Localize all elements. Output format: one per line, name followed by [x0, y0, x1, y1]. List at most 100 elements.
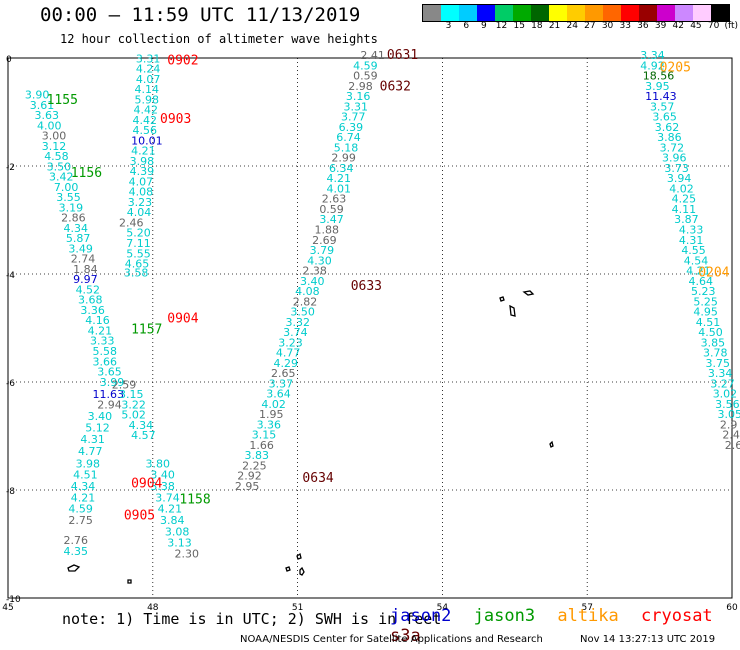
wave-height-value: 5.12 [85, 422, 110, 435]
x-tick-label: 51 [292, 603, 303, 613]
color-scale-label: 42 [672, 21, 684, 31]
wave-height-value: 3.64 [266, 388, 291, 401]
wave-height-value: 3.66 [92, 355, 117, 368]
wave-height-value: 4.11 [672, 203, 697, 216]
wave-height-value: 4.25 [672, 193, 697, 206]
wave-height-value: 3.40 [300, 275, 325, 288]
track-label: 1158 [179, 493, 210, 508]
wave-height-value: 3.87 [674, 213, 699, 226]
wave-height-value: 4.31 [679, 234, 704, 247]
wave-height-value: 3.99 [100, 376, 125, 389]
wave-height-value: 3.16 [346, 90, 371, 103]
wave-height-value: 2.41 [360, 49, 385, 62]
wave-height-value: 3.40 [150, 469, 175, 482]
wave-height-value: 6.74 [336, 131, 361, 144]
wave-height-value: 3.80 [146, 457, 171, 470]
wave-height-value: 4.42 [133, 114, 158, 127]
track-label: 0633 [351, 279, 382, 294]
wave-height-value: 11.43 [645, 90, 677, 103]
footer-note: note: 1) Time is in UTC; 2) SWH is in fe… [62, 610, 442, 628]
wave-height-value: 4.54 [684, 254, 709, 267]
wave-height-value: 4.21 [71, 491, 96, 504]
wave-height-value: 3.19 [59, 201, 84, 214]
color-scale-labels: 3 6 9 12 15 18 21 24 27 30 33 36 39 42 45 70 (ft) [422, 21, 740, 31]
color-scale-label: 70 [707, 21, 720, 31]
island-comoros-1 [296, 552, 302, 560]
island-small-a [127, 579, 132, 584]
wave-height-value: 3.12 [42, 140, 67, 153]
wave-height-value: 3.49 [68, 242, 93, 255]
wave-height-value: 2.75 [68, 514, 93, 527]
track-label: 1156 [71, 166, 102, 181]
legend-cryosat: cryosat [641, 606, 713, 626]
island-reef [549, 440, 554, 448]
color-scale-label: 6 [463, 21, 470, 31]
wave-height-value: 3.37 [269, 377, 294, 390]
wave-height-value: 2.95 [235, 480, 260, 493]
wave-height-value: 3.61 [30, 99, 55, 112]
wave-height-value: 4.04 [127, 206, 151, 219]
wave-height-value: 2.92 [237, 470, 262, 483]
island-comoros-2 [285, 566, 291, 572]
wave-height-value: 4.55 [681, 244, 706, 257]
wave-height-value: 3.65 [97, 366, 122, 379]
color-swatch [675, 5, 693, 21]
wave-height-value: 3.75 [705, 357, 730, 370]
color-swatch [477, 5, 495, 21]
track-label: 1157 [131, 322, 162, 337]
track-label: 0905 [124, 509, 155, 524]
wave-height-value: 5.98 [134, 93, 159, 106]
wave-height-value: 3.42 [49, 171, 74, 184]
wave-height-value: 4.31 [80, 433, 105, 446]
wave-height-value: 2.46 [119, 216, 144, 229]
y-tick-label: -6 [6, 379, 15, 389]
page-subtitle: 12 hour collection of altimeter wave hei… [60, 32, 378, 46]
x-tick-label: 54 [437, 603, 449, 613]
wave-height-value: 3.73 [664, 162, 689, 175]
legend-jason2: jason2 [390, 606, 452, 626]
wave-height-value: 2.74 [71, 253, 96, 266]
color-scale-unit: (ft) [724, 21, 739, 31]
color-scale-label: 12 [495, 21, 508, 31]
wave-height-value: 3.22 [121, 398, 146, 411]
wave-height-value: 9.97 [73, 273, 98, 286]
wave-height-value: 3.90 [25, 89, 50, 102]
color-swatch [513, 5, 531, 21]
wave-height-value: 4.57 [131, 429, 156, 442]
wave-height-value: 4.77 [276, 347, 301, 360]
track-labels: 0902 0903 1155 1156 0904 1157 0904 1158 0905 0631… [47, 48, 730, 524]
wave-height-value: 4.34 [129, 419, 154, 432]
wave-height-value: 2.38 [302, 265, 327, 278]
wave-height-value: 3.02 [713, 388, 738, 401]
wave-height-value: 4.21 [88, 324, 113, 337]
wave-height-value: 3.08 [165, 525, 190, 538]
wave-height-value: 3.38 [150, 480, 175, 493]
island-mauritius-group-2 [522, 290, 535, 296]
y-tick-label: 0 [6, 55, 12, 65]
wave-height-value: 3.23 [128, 196, 152, 209]
wave-height-value: 2.86 [61, 212, 86, 225]
color-scale-label: 30 [601, 21, 614, 31]
color-swatch [639, 5, 657, 21]
wave-height-value: 4.33 [679, 224, 704, 237]
map-grid: 45 48 51 54 57 60 0 -2 -4 -6 -8 -10 [2, 55, 738, 613]
wave-height-value: 3.00 [42, 130, 67, 143]
track-label: 0205 [660, 61, 691, 76]
x-tick-label: 48 [147, 603, 159, 613]
color-scale-bar [422, 4, 730, 22]
wave-height-value: 4.07 [129, 175, 154, 188]
wave-height-value: 5.25 [693, 295, 718, 308]
wave-height-value: 3.31 [343, 100, 368, 113]
wave-height-value: 5.23 [691, 285, 716, 298]
satellite-legend: jason2 jason3 altika cryosat s3a [390, 606, 740, 646]
track-label: 0632 [380, 79, 411, 94]
color-swatch [459, 5, 477, 21]
island-mauritius-group-3 [509, 304, 516, 317]
color-scale-label: 15 [513, 21, 525, 31]
wave-height-value: 3.05 [718, 408, 740, 421]
wave-height-value: 2.94 [97, 398, 122, 411]
wave-height-value: 3.23 [278, 336, 303, 349]
wave-height-value: 4.07 [136, 73, 161, 86]
track-label: 0204 [698, 266, 729, 281]
wave-height-value: 3.50 [47, 160, 72, 173]
